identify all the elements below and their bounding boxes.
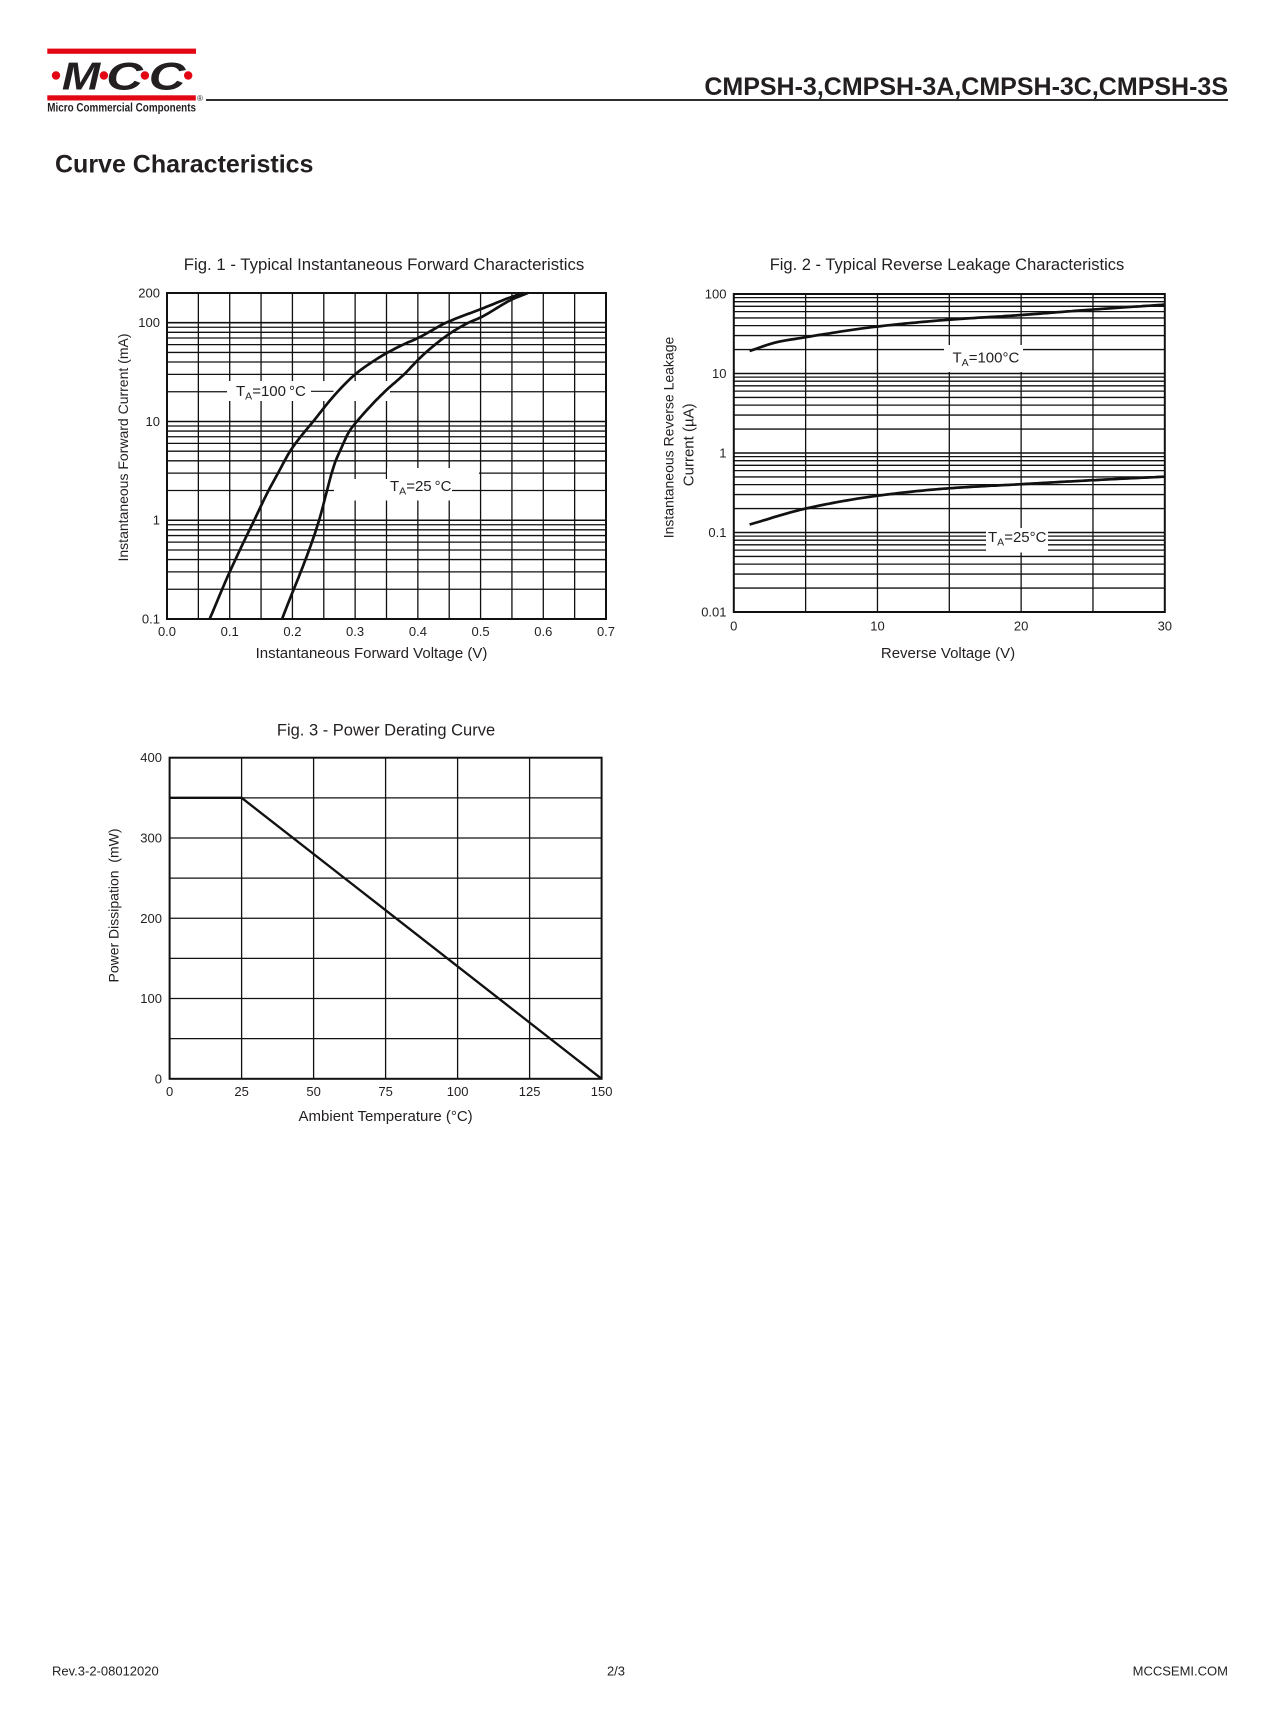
svg-text:0.4: 0.4 <box>409 624 427 639</box>
svg-text:75: 75 <box>378 1084 392 1099</box>
svg-text:C: C <box>106 54 144 98</box>
svg-text:M: M <box>62 55 102 99</box>
svg-text:0.3: 0.3 <box>346 624 364 639</box>
svg-text:400: 400 <box>140 750 162 765</box>
svg-text:Reverse Voltage (V): Reverse Voltage (V) <box>881 645 1015 662</box>
svg-text:2/3: 2/3 <box>607 1664 625 1679</box>
svg-text:TA=25°C: TA=25°C <box>988 529 1047 549</box>
svg-text:Fig. 1 - Typical Instantaneous: Fig. 1 - Typical Instantaneous Forward C… <box>184 256 585 274</box>
svg-text:TA=25 °C: TA=25 °C <box>390 478 452 498</box>
svg-text:Fig. 3 - Power Derating Curve: Fig. 3 - Power Derating Curve <box>277 722 495 740</box>
svg-text:100: 100 <box>138 315 160 330</box>
svg-text:0: 0 <box>166 1084 173 1099</box>
svg-text:Rev.3-2-08012020: Rev.3-2-08012020 <box>52 1664 159 1679</box>
svg-text:0.0: 0.0 <box>158 624 176 639</box>
svg-text:200: 200 <box>138 286 160 301</box>
svg-text:0.1: 0.1 <box>142 612 160 627</box>
svg-text:0.5: 0.5 <box>472 624 490 639</box>
svg-text:20: 20 <box>1014 619 1028 634</box>
svg-text:10: 10 <box>146 414 160 429</box>
svg-text:10: 10 <box>712 366 726 381</box>
svg-text:®: ® <box>197 94 203 103</box>
svg-text:Instantaneous Forward Voltage: Instantaneous Forward Voltage (V) <box>256 645 488 662</box>
svg-text:TA=100 °C: TA=100 °C <box>236 383 306 403</box>
svg-text:100: 100 <box>140 991 162 1006</box>
svg-text:Ambient Temperature (°C): Ambient Temperature (°C) <box>299 1108 473 1125</box>
svg-text:0.2: 0.2 <box>283 624 301 639</box>
svg-text:C: C <box>149 54 187 98</box>
svg-text:0.1: 0.1 <box>221 624 239 639</box>
svg-text:Current (µA): Current (µA) <box>681 403 698 486</box>
svg-text:0.7: 0.7 <box>597 624 615 639</box>
svg-text:0: 0 <box>730 619 737 634</box>
svg-text:Fig. 2 - Typical Reverse Leaka: Fig. 2 - Typical Reverse Leakage Charact… <box>770 256 1125 274</box>
svg-text:150: 150 <box>591 1084 613 1099</box>
svg-text:0.01: 0.01 <box>701 605 726 620</box>
svg-text:Curve Characteristics: Curve Characteristics <box>55 151 313 179</box>
svg-text:1: 1 <box>719 446 726 461</box>
svg-text:125: 125 <box>519 1084 541 1099</box>
svg-text:1: 1 <box>153 513 160 528</box>
svg-text:30: 30 <box>1158 619 1172 634</box>
svg-text:100: 100 <box>447 1084 469 1099</box>
svg-text:CMPSH-3,CMPSH-3A,CMPSH-3C,CMPS: CMPSH-3,CMPSH-3A,CMPSH-3C,CMPSH-3S <box>704 73 1228 101</box>
svg-text:Power Dissipation (mW): Power Dissipation (mW) <box>106 828 122 982</box>
svg-text:10: 10 <box>870 619 884 634</box>
svg-text:0.1: 0.1 <box>708 525 726 540</box>
svg-text:25: 25 <box>234 1084 248 1099</box>
svg-text:MCCSEMI.COM: MCCSEMI.COM <box>1133 1664 1228 1679</box>
svg-text:0.6: 0.6 <box>534 624 552 639</box>
svg-text:Instantaneous Reverse Leakage: Instantaneous Reverse Leakage <box>661 336 677 538</box>
svg-text:Instantaneous Forward Current: Instantaneous Forward Current (mA) <box>115 334 131 562</box>
svg-text:0: 0 <box>155 1071 162 1086</box>
svg-text:50: 50 <box>306 1084 320 1099</box>
svg-text:100: 100 <box>705 287 727 302</box>
svg-text:TA=100°C: TA=100°C <box>953 350 1020 370</box>
svg-text:300: 300 <box>140 831 162 846</box>
svg-text:200: 200 <box>140 911 162 926</box>
svg-text:Micro Commercial Components: Micro Commercial Components <box>47 101 196 115</box>
